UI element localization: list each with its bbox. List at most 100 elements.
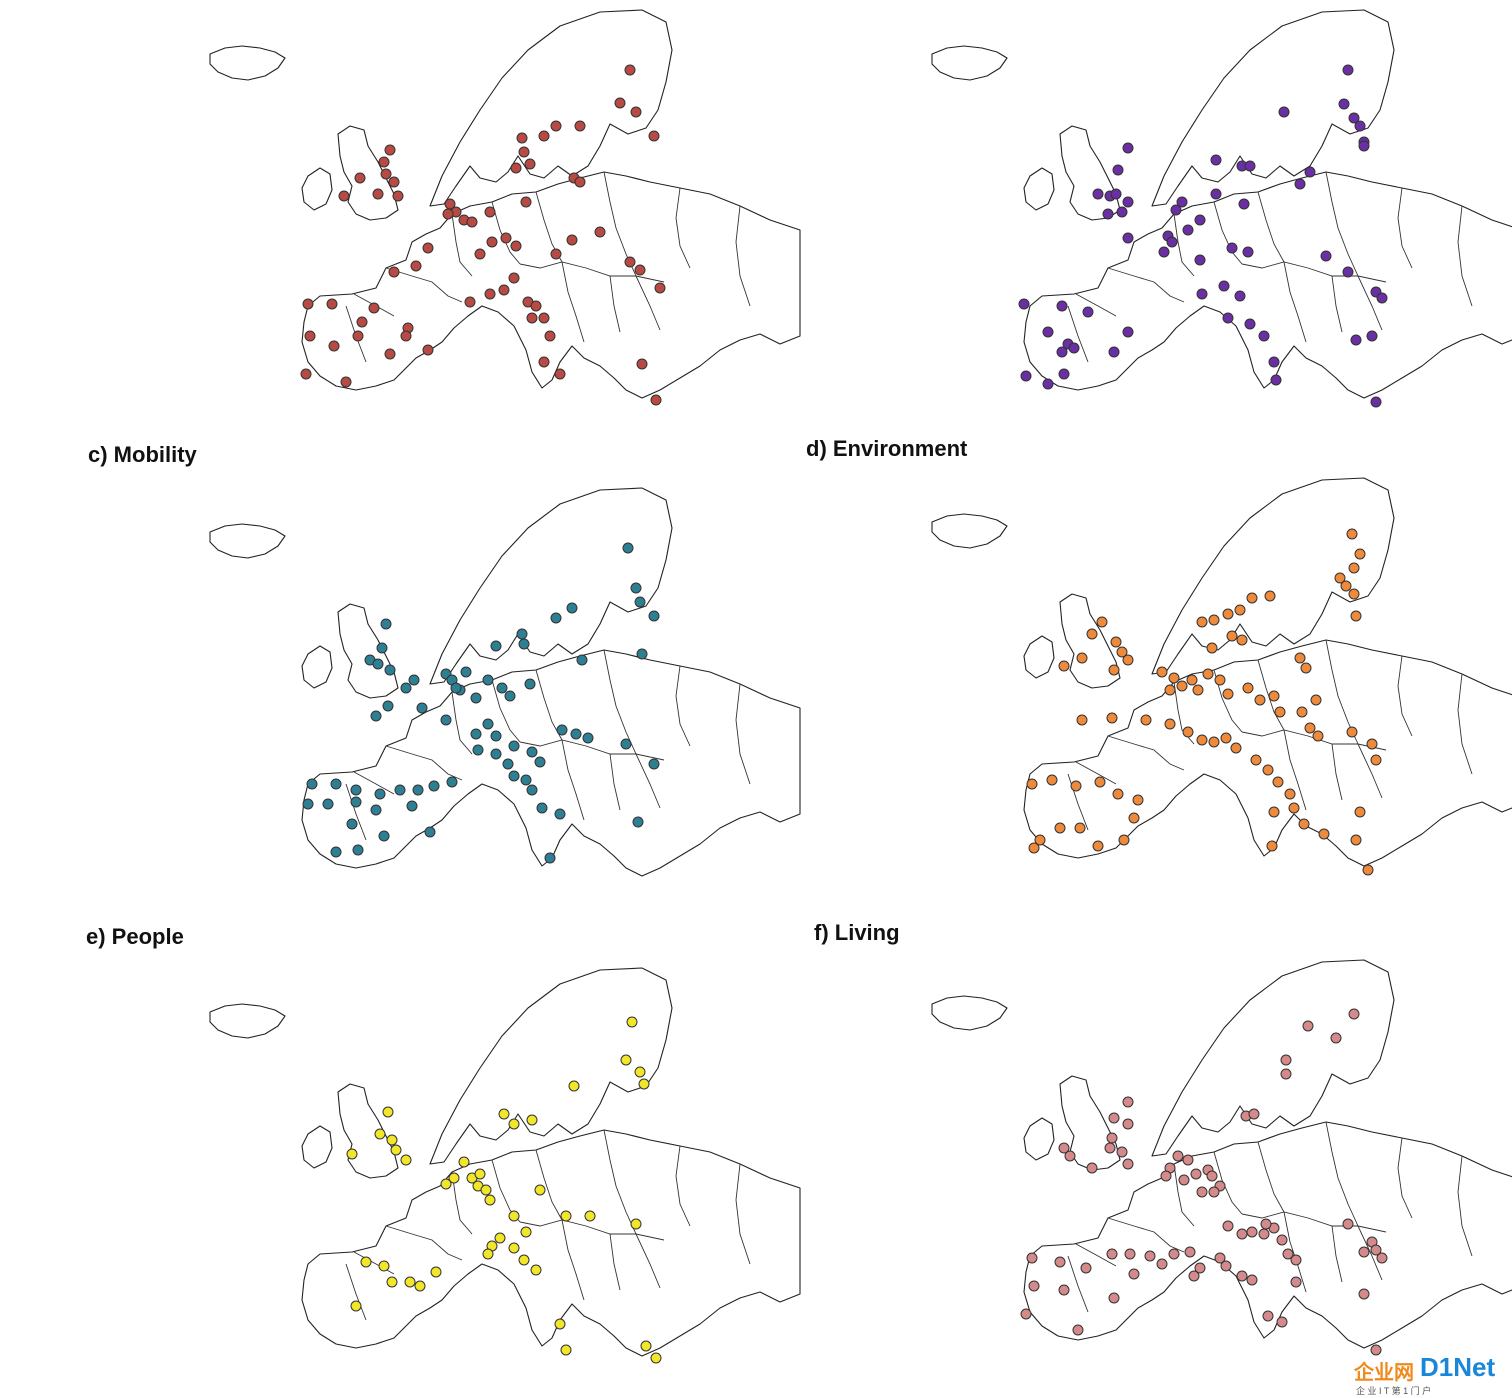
city-marker [440, 714, 452, 726]
city-marker [1288, 802, 1300, 814]
city-marker [550, 248, 562, 260]
country-border [603, 1129, 637, 1235]
city-marker [1280, 1068, 1292, 1080]
city-marker [1254, 694, 1266, 706]
city-marker [1110, 188, 1122, 200]
city-marker [1108, 1112, 1120, 1124]
country-border [635, 275, 661, 331]
city-marker [1348, 1008, 1360, 1020]
city-marker [330, 778, 342, 790]
city-marker [544, 852, 556, 864]
city-marker [554, 368, 566, 380]
city-marker [1242, 246, 1254, 258]
city-marker [1182, 1154, 1194, 1166]
iceland-shape [931, 45, 1008, 81]
country-border [1283, 1211, 1307, 1293]
scandinavia-shape [429, 967, 673, 1165]
city-marker [494, 1232, 506, 1244]
city-marker [406, 800, 418, 812]
country-border [735, 205, 751, 307]
city-marker [1222, 608, 1234, 620]
ireland-shape [1023, 167, 1055, 211]
country-border [1067, 305, 1089, 363]
city-marker [482, 674, 494, 686]
city-marker [360, 1256, 372, 1268]
city-marker [1042, 378, 1054, 390]
city-marker [1312, 730, 1324, 742]
country-border [1173, 213, 1195, 277]
city-marker [620, 1054, 632, 1066]
city-marker [1128, 1268, 1140, 1280]
country-border [1331, 743, 1343, 801]
iceland-shape [209, 523, 286, 559]
country-border [451, 213, 473, 277]
city-marker [630, 582, 642, 594]
city-marker [1278, 106, 1290, 118]
city-marker [1122, 654, 1134, 666]
city-marker [1122, 1158, 1134, 1170]
city-marker [490, 730, 502, 742]
city-marker [1122, 326, 1134, 338]
city-marker [1196, 288, 1208, 300]
city-marker [526, 1114, 538, 1126]
city-marker [328, 340, 340, 352]
city-marker [416, 702, 428, 714]
city-marker [534, 1184, 546, 1196]
city-marker [1056, 346, 1068, 358]
city-marker [1342, 1218, 1354, 1230]
city-marker [1194, 254, 1206, 266]
city-marker [384, 664, 396, 676]
city-marker [1262, 1310, 1274, 1322]
country-border [1107, 267, 1185, 303]
city-marker [1086, 628, 1098, 640]
europe-map-f [931, 959, 1512, 1356]
city-marker [648, 130, 660, 142]
city-marker [472, 744, 484, 756]
city-marker [544, 330, 556, 342]
city-marker [1290, 1254, 1302, 1266]
city-marker [1248, 1108, 1260, 1120]
city-marker [1318, 828, 1330, 840]
city-marker [1058, 368, 1070, 380]
city-marker [1122, 1096, 1134, 1108]
iceland-shape [209, 1003, 286, 1039]
city-marker [1320, 250, 1332, 262]
city-marker [1116, 1146, 1128, 1158]
city-marker [1226, 630, 1238, 642]
city-marker [1144, 1250, 1156, 1262]
city-marker [1284, 788, 1296, 800]
great-britain-shape [1059, 593, 1121, 689]
scandinavia-shape [1151, 9, 1395, 207]
city-marker [1206, 642, 1218, 654]
ireland-shape [301, 645, 333, 689]
city-marker [1362, 864, 1374, 876]
city-marker [386, 1276, 398, 1288]
city-marker [350, 784, 362, 796]
city-marker [1092, 840, 1104, 852]
city-marker [1112, 164, 1124, 176]
city-marker [498, 1108, 510, 1120]
map-panel-a [170, 0, 900, 440]
city-marker [304, 330, 316, 342]
city-marker [1046, 774, 1058, 786]
city-marker [1156, 666, 1168, 678]
city-marker [1334, 572, 1346, 584]
city-marker [1206, 1170, 1218, 1182]
city-marker [1020, 370, 1032, 382]
country-border [609, 753, 621, 811]
city-marker [1182, 224, 1194, 236]
city-marker [1266, 840, 1278, 852]
city-marker [352, 844, 364, 856]
europe-map-c [209, 487, 801, 877]
city-marker [1064, 1150, 1076, 1162]
city-marker [1164, 684, 1176, 696]
country-border [1075, 293, 1117, 317]
city-marker [1214, 674, 1226, 686]
country-border [385, 267, 463, 303]
scandinavia-shape [1151, 959, 1395, 1157]
city-marker [404, 1276, 416, 1288]
city-marker [484, 206, 496, 218]
country-border [1457, 673, 1473, 775]
city-marker [550, 120, 562, 132]
city-marker [648, 758, 660, 770]
